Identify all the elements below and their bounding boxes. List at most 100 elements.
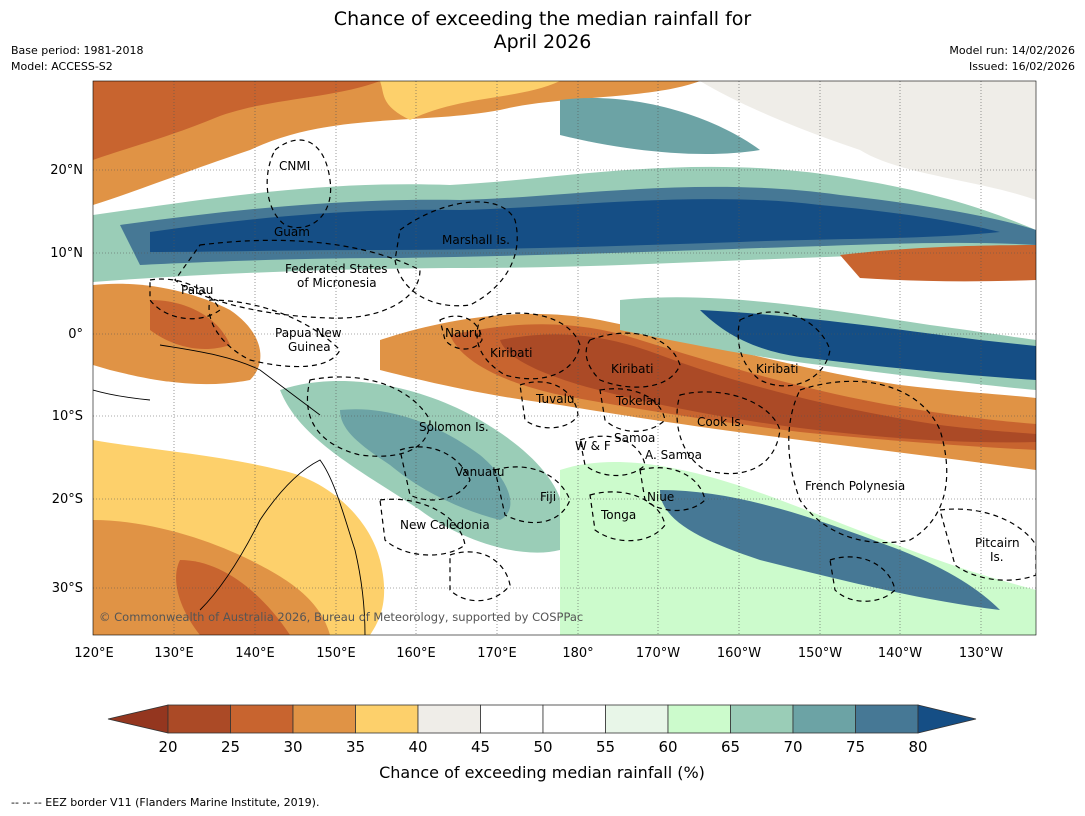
meta-right: Model run: 14/02/2026 Issued: 16/02/2026: [949, 43, 1075, 75]
colorbar-tick: 70: [783, 738, 802, 756]
region-label-samoa: Samoa: [614, 431, 655, 445]
region-label-marshall-is: Marshall Is.: [442, 233, 510, 247]
field-dry-north-core: [93, 81, 380, 160]
region-label-niue: Niue: [647, 490, 674, 504]
region-label-guam: Guam: [274, 225, 310, 239]
colorbar-cell: [730, 704, 794, 734]
field-dry-north: [93, 81, 700, 205]
map-frame: [92, 80, 1037, 636]
region-label-cook-is: Cook Is.: [697, 415, 744, 429]
colorbar-tick: 50: [533, 738, 552, 756]
latitude-ticks: 20°N 10°N 0° 10°S 20°S 30°S: [50, 163, 83, 596]
region-label-french-polynesia: French Polynesia: [805, 479, 905, 493]
lon-tick: 170°W: [636, 646, 680, 661]
model-run: Model run: 14/02/2026: [949, 44, 1075, 57]
colorbar-cell: [480, 704, 544, 734]
colorbar-cell: [167, 704, 231, 734]
lon-tick: 180°: [562, 646, 593, 661]
meta-left: Base period: 1981-2018 Model: ACCESS-S2: [11, 43, 143, 75]
region-label-tuvalu: Tuvalu: [535, 392, 575, 406]
colorbar-tick: 25: [221, 738, 240, 756]
region-label-pitcairn-line1: Pitcairn: [975, 536, 1020, 550]
lat-tick: 20°N: [50, 163, 83, 178]
region-label-american-samoa: A. Samoa: [645, 448, 702, 462]
field-dry-ne: [840, 245, 1036, 282]
region-label-kiribati-east: Kiribati: [756, 362, 798, 376]
lon-tick: 160°W: [717, 646, 761, 661]
copyright-notice: © Commonwealth of Australia 2026, Bureau…: [99, 610, 583, 624]
field-wet-east-core: [700, 310, 1036, 380]
colorbar-cells: [167, 704, 919, 734]
lon-tick: 150°E: [316, 646, 356, 661]
region-label-vanuatu: Vanuatu: [455, 465, 505, 479]
lon-tick: 140°E: [235, 646, 275, 661]
colorbar-cell: [667, 704, 731, 734]
region-label-tokelau: Tokelau: [615, 394, 661, 408]
colorbar-label: Chance of exceeding median rainfall (%): [379, 763, 705, 782]
lat-tick: 10°N: [50, 246, 83, 261]
region-label-solomon-is: Solomon Is.: [419, 420, 489, 434]
lon-tick: 120°E: [74, 646, 114, 661]
lon-tick: 150°W: [798, 646, 842, 661]
region-label-pitcairn-line2: Is.: [990, 550, 1004, 564]
colorbar-ticks: 20 25 30 35 40 45 50 55 60 65 70 75 80: [158, 738, 927, 756]
region-label-wallis-futuna: W & F: [575, 439, 611, 453]
field-dry-png-core: [150, 300, 230, 350]
colorbar-tick: 40: [408, 738, 427, 756]
region-label-palau: Palau: [181, 283, 213, 297]
colorbar-cell: [355, 704, 419, 734]
title-line-2: April 2026: [493, 31, 592, 53]
longitude-ticks: 120°E 130°E 140°E 150°E 160°E 170°E 180°…: [74, 646, 1003, 661]
model-name: Model: ACCESS-S2: [11, 60, 113, 73]
field-dry-equator-core: [500, 334, 1036, 443]
colorbar: 20 25 30 35 40 45 50 55 60 65 70 75 80 Chance of exc…: [107, 704, 977, 782]
lon-tick: 170°E: [477, 646, 517, 661]
lon-tick: 160°E: [396, 646, 436, 661]
colorbar-cell: [230, 704, 294, 734]
field-wet-north-patch: [560, 98, 760, 155]
region-labels: CNMI Guam Marshall Is. Palau Federated S…: [181, 159, 1020, 564]
colorbar-tick: 20: [158, 738, 177, 756]
lat-tick: 0°: [68, 327, 83, 342]
region-label-nauru: Nauru: [445, 326, 481, 340]
colorbar-tick: 80: [908, 738, 927, 756]
lat-tick: 10°S: [52, 409, 83, 424]
colorbar-tick: 35: [346, 738, 365, 756]
lon-tick: 130°W: [959, 646, 1003, 661]
field-wet-solomons-core: [340, 409, 511, 520]
colorbar-tick: 75: [846, 738, 865, 756]
colorbar-cell: [855, 704, 919, 734]
region-label-fiji: Fiji: [540, 490, 556, 504]
colorbar-cell: [605, 704, 669, 734]
colorbar-cell: [417, 704, 481, 734]
colorbar-cell: [792, 704, 856, 734]
colorbar-tick: 45: [471, 738, 490, 756]
lat-tick: 20°S: [52, 492, 83, 507]
lat-tick: 30°S: [52, 581, 83, 596]
region-label-png-line2: Guinea: [288, 340, 331, 354]
region-label-new-caledonia: New Caledonia: [400, 518, 490, 532]
colorbar-cell: [292, 704, 356, 734]
lon-tick: 140°W: [878, 646, 922, 661]
region-label-fsm-line1: Federated States: [285, 262, 387, 276]
eez-borders: [149, 139, 1036, 602]
colorbar-high-extend: [917, 704, 977, 734]
field-moderate-north: [380, 81, 560, 120]
base-period: Base period: 1981-2018: [11, 44, 144, 57]
field-wet-band-core: [150, 199, 1000, 252]
region-label-kiribati-west: Kiribati: [490, 346, 532, 360]
field-australia-dry-core: [176, 560, 290, 635]
colorbar-tick: 55: [596, 738, 615, 756]
eez-legend-note: -- -- -- EEZ border V11 (Flanders Marine…: [11, 796, 320, 809]
colorbar-tick: 60: [658, 738, 677, 756]
lon-tick: 130°E: [154, 646, 194, 661]
region-label-tonga: Tonga: [600, 508, 636, 522]
title-line-1: Chance of exceeding the median rainfall …: [333, 8, 752, 30]
colorbar-tick: 65: [721, 738, 740, 756]
region-label-fsm-line2: of Micronesia: [297, 276, 377, 290]
region-label-cnmi: CNMI: [279, 159, 310, 173]
graticule: [93, 81, 1036, 635]
issued-date: Issued: 16/02/2026: [968, 60, 1075, 73]
map-field: CNMI Guam Marshall Is. Palau Federated S…: [93, 81, 1036, 635]
